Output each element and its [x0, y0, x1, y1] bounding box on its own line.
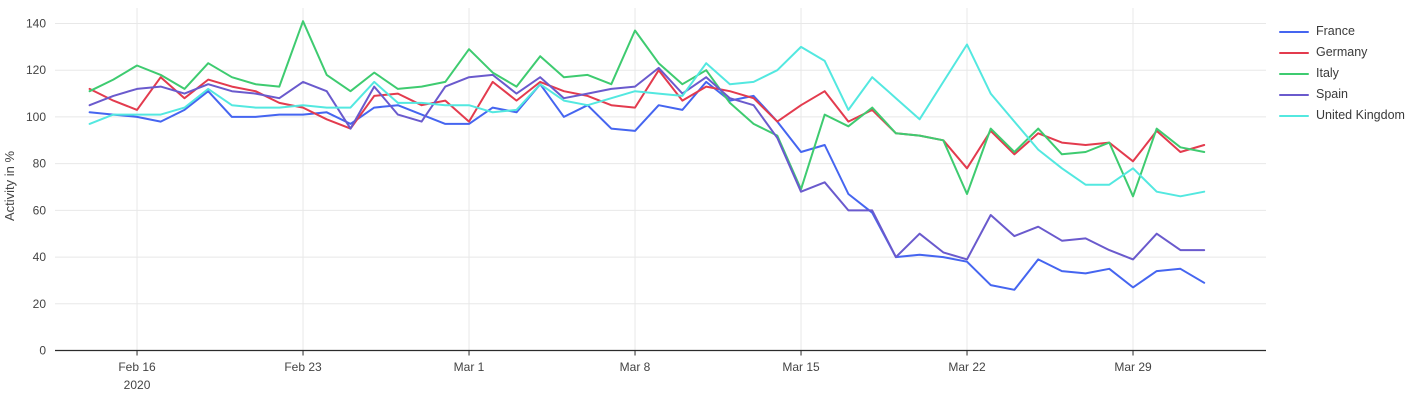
svg-text:140: 140: [26, 17, 46, 31]
france-line-swatch: [1279, 30, 1309, 33]
svg-text:Feb 16: Feb 16: [118, 360, 156, 374]
legend-item-united-kingdom[interactable]: United Kingdom: [1279, 105, 1405, 126]
legend-label: United Kingdom: [1316, 108, 1405, 122]
legend-item-france[interactable]: France: [1279, 21, 1405, 42]
svg-text:80: 80: [33, 157, 47, 171]
axis-lines: [55, 349, 1266, 356]
legend-label: Italy: [1316, 66, 1339, 80]
gridlines: [55, 8, 1266, 351]
united-kingdom-line-swatch: [1279, 114, 1309, 117]
svg-text:Mar 8: Mar 8: [620, 360, 651, 374]
legend-label: Spain: [1316, 87, 1348, 101]
data-series-lines: [88, 20, 1206, 291]
italy-line-swatch: [1279, 72, 1309, 75]
legend-item-spain[interactable]: Spain: [1279, 84, 1405, 105]
spain-line-swatch: [1279, 93, 1309, 96]
svg-text:Mar 15: Mar 15: [782, 360, 820, 374]
svg-text:120: 120: [26, 63, 46, 77]
svg-text:20: 20: [33, 297, 47, 311]
svg-text:2020: 2020: [124, 378, 151, 392]
y-axis-tick-labels: 0 20 40 60 80 100 120 140: [26, 17, 46, 358]
legend: France Germany Italy Spain United Kingdo…: [1279, 21, 1405, 126]
legend-item-germany[interactable]: Germany: [1279, 42, 1405, 63]
svg-text:Mar 22: Mar 22: [948, 360, 986, 374]
legend-label: Germany: [1316, 45, 1368, 59]
germany-line-swatch: [1279, 51, 1309, 54]
legend-item-italy[interactable]: Italy: [1279, 63, 1405, 84]
svg-text:Mar 1: Mar 1: [454, 360, 485, 374]
svg-text:60: 60: [33, 203, 47, 217]
legend-label: France: [1316, 24, 1355, 38]
x-axis-tick-labels: Feb 16 2020 Feb 23 Mar 1 Mar 8 Mar 15 Mar 22 Ma…: [118, 360, 1152, 392]
y-axis-title: Activity in %: [2, 151, 17, 222]
svg-text:Mar 29: Mar 29: [1114, 360, 1152, 374]
svg-text:40: 40: [33, 250, 47, 264]
svg-text:0: 0: [39, 344, 46, 358]
svg-text:100: 100: [26, 110, 46, 124]
svg-text:Feb 23: Feb 23: [284, 360, 322, 374]
